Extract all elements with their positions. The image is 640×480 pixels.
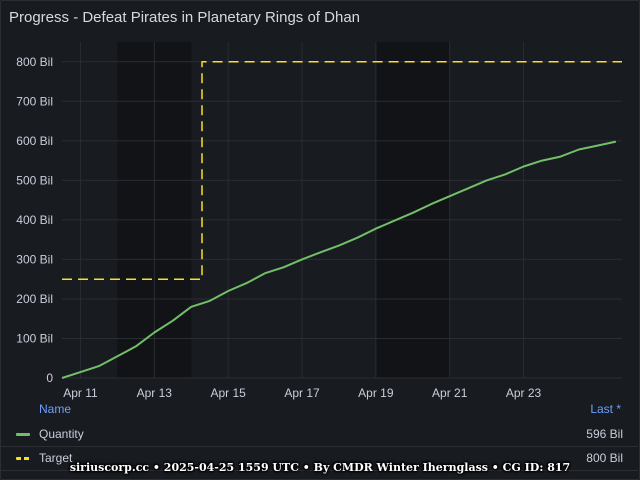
footer-watermark: siriuscorp.cc • 2025-04-25 1559 UTC • By… xyxy=(69,461,571,474)
series-line-quantity xyxy=(61,140,617,379)
weekend-band-1 xyxy=(375,42,450,378)
x-tick-label-1: Apr 13 xyxy=(137,386,173,400)
legend-name-header[interactable]: Name xyxy=(39,402,72,416)
legend-swatch-target xyxy=(16,457,30,460)
x-tick-label-0: Apr 11 xyxy=(63,386,98,400)
panel-title: Progress - Defeat Pirates in Planetary R… xyxy=(9,9,360,26)
legend-last-target: 800 Bil xyxy=(586,451,623,465)
y-tick-label-3: 300 Bil xyxy=(16,252,53,266)
y-tick-label-2: 200 Bil xyxy=(16,292,53,306)
legend-last-header[interactable]: Last * xyxy=(590,402,621,416)
x-tick-label-4: Apr 19 xyxy=(358,386,394,400)
y-tick-label-4: 400 Bil xyxy=(16,213,53,227)
legend-last-quantity: 596 Bil xyxy=(586,427,623,441)
legend-name-target: Target xyxy=(39,451,73,465)
legend-name-quantity: Quantity xyxy=(39,427,84,441)
legend-swatch-quantity xyxy=(16,433,30,436)
y-tick-label-1: 100 Bil xyxy=(16,331,53,345)
legend-row-target[interactable]: Target 800 Bil xyxy=(0,446,638,471)
chart-area: 0 100 Bil 200 Bil 300 Bil 400 Bil 500 Bil 600 … xyxy=(16,42,622,400)
y-tick-label-8: 800 Bil xyxy=(16,55,53,69)
y-tick-label-6: 600 Bil xyxy=(16,134,53,148)
y-tick-label-7: 700 Bil xyxy=(16,94,53,108)
x-tick-label-5: Apr 21 xyxy=(432,386,468,400)
x-tick-label-6: Apr 23 xyxy=(506,386,542,400)
x-tick-label-3: Apr 17 xyxy=(284,386,320,400)
legend-row-quantity[interactable]: Quantity 596 Bil xyxy=(0,422,638,447)
y-tick-label-0: 0 xyxy=(46,371,53,385)
series-line-target xyxy=(62,61,622,280)
y-tick-label-5: 500 Bil xyxy=(16,173,53,187)
x-tick-label-2: Apr 15 xyxy=(210,386,246,400)
